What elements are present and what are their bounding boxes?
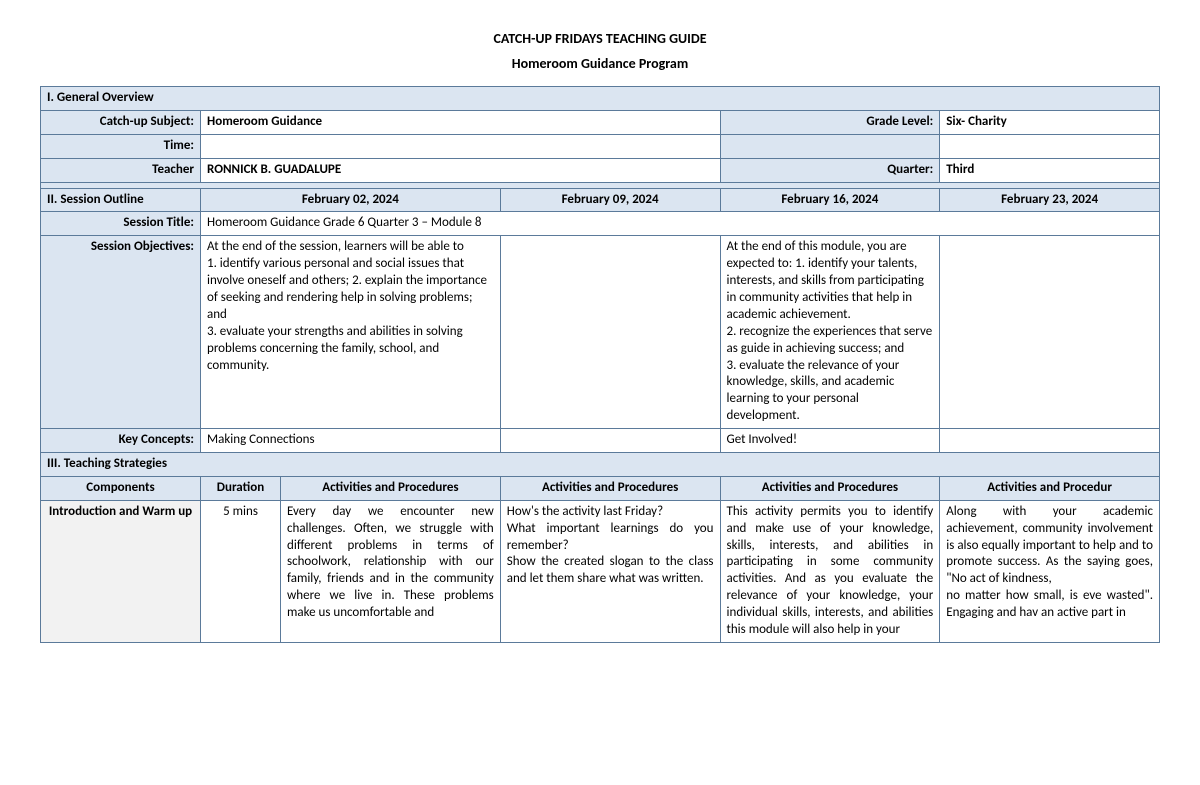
section-overview-row: I. General Overview	[41, 87, 1160, 111]
time-label: Time:	[41, 134, 201, 158]
teacher-value: RONNICK B. GUADALUPE	[201, 158, 721, 182]
head-ap4: Activities and Procedur	[940, 476, 1160, 500]
title-main: CATCH-UP FRIDAYS TEACHING GUIDE	[40, 30, 1160, 47]
intro-c2: How's the activity last Friday? What imp…	[500, 500, 720, 642]
session-title-label: Session Title:	[41, 212, 201, 236]
intro-c1: Every day we encounter new challenges. O…	[281, 500, 501, 642]
teaching-guide-table: I. General Overview Catch-up Subject: Ho…	[40, 86, 1160, 643]
row-teacher: Teacher RONNICK B. GUADALUPE Quarter: Th…	[41, 158, 1160, 182]
row-time: Time:	[41, 134, 1160, 158]
intro-c4: Along with your academic achievement, co…	[940, 500, 1160, 642]
intro-c3: This activity permits you to identify an…	[720, 500, 940, 642]
grade-label: Grade Level:	[720, 110, 940, 134]
title-subtitle: Homeroom Guidance Program	[40, 55, 1160, 72]
session-title-value: Homeroom Guidance Grade 6 Quarter 3 – Mo…	[201, 212, 1160, 236]
time-value	[201, 134, 721, 158]
row-objectives: Session Objectives: At the end of the se…	[41, 236, 1160, 429]
subject-value: Homeroom Guidance	[201, 110, 721, 134]
row-key-concepts: Key Concepts: Making Connections Get Inv…	[41, 429, 1160, 453]
key-concepts-col2	[500, 429, 720, 453]
objectives-col4	[940, 236, 1160, 429]
date-3: February 23, 2024	[940, 188, 1160, 212]
head-ap2: Activities and Procedures	[500, 476, 720, 500]
head-duration: Duration	[201, 476, 281, 500]
grade-value: Six- Charity	[940, 110, 1160, 134]
title-block: CATCH-UP FRIDAYS TEACHING GUIDE Homeroom…	[40, 30, 1160, 72]
row-intro-warmup: Introduction and Warm up 5 mins Every da…	[41, 500, 1160, 642]
objectives-col1: At the end of the session, learners will…	[201, 236, 501, 429]
row-strategies-header: Components Duration Activities and Proce…	[41, 476, 1160, 500]
head-ap1: Activities and Procedures	[281, 476, 501, 500]
subject-label: Catch-up Subject:	[41, 110, 201, 134]
teacher-label: Teacher	[41, 158, 201, 182]
head-ap3: Activities and Procedures	[720, 476, 940, 500]
date-1: February 09, 2024	[500, 188, 720, 212]
key-concepts-col1: Making Connections	[201, 429, 501, 453]
time-right-label	[720, 134, 940, 158]
section-outline-label: II. Session Outline	[41, 188, 201, 212]
objectives-label: Session Objectives:	[41, 236, 201, 429]
quarter-value: Third	[940, 158, 1160, 182]
key-concepts-col3: Get Involved!	[720, 429, 940, 453]
quarter-label: Quarter:	[720, 158, 940, 182]
objectives-col3: At the end of this module, you are expec…	[720, 236, 940, 429]
date-2: February 16, 2024	[720, 188, 940, 212]
row-session-title: Session Title: Homeroom Guidance Grade 6…	[41, 212, 1160, 236]
row-subject: Catch-up Subject: Homeroom Guidance Grad…	[41, 110, 1160, 134]
section-overview-label: I. General Overview	[41, 87, 1160, 111]
component-intro: Introduction and Warm up	[41, 500, 201, 642]
head-components: Components	[41, 476, 201, 500]
section-strategies-label: III. Teaching Strategies	[41, 453, 1160, 477]
date-0: February 02, 2024	[201, 188, 501, 212]
key-concepts-label: Key Concepts:	[41, 429, 201, 453]
duration-intro: 5 mins	[201, 500, 281, 642]
time-right-value	[940, 134, 1160, 158]
key-concepts-col4	[940, 429, 1160, 453]
section-strategies-row: III. Teaching Strategies	[41, 453, 1160, 477]
section-outline-row: II. Session Outline February 02, 2024 Fe…	[41, 188, 1160, 212]
objectives-col2	[500, 236, 720, 429]
